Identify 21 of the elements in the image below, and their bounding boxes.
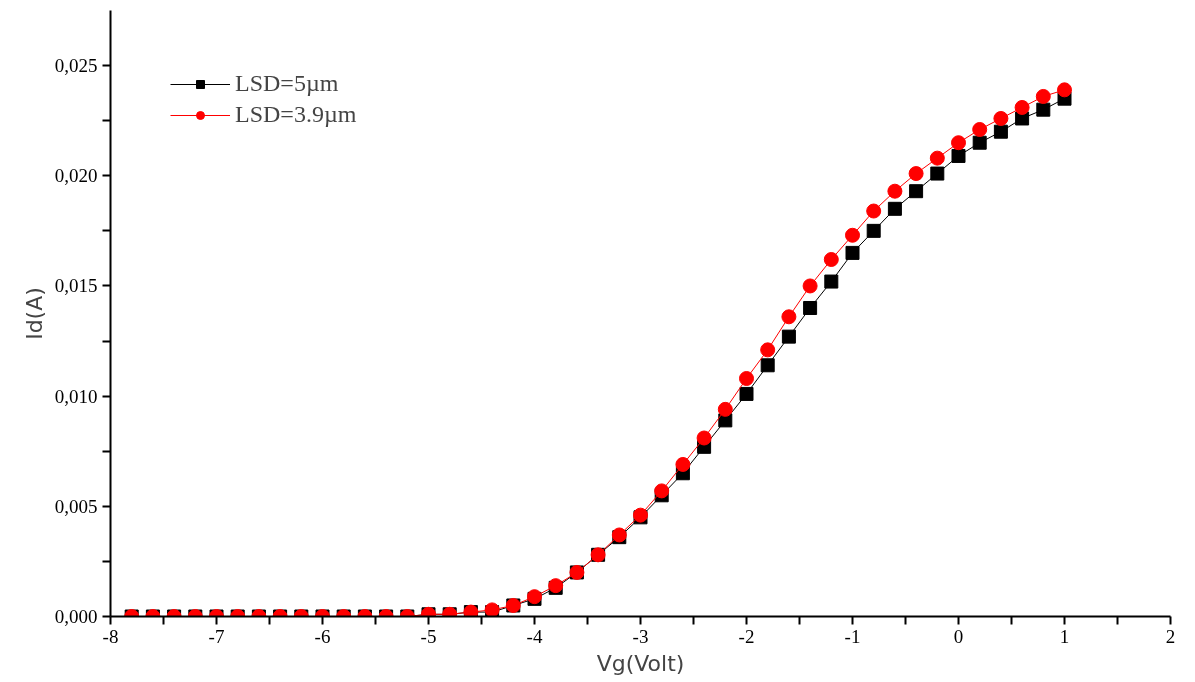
legend-label: LSD=5µm bbox=[235, 70, 339, 97]
x-tick-label: -1 bbox=[844, 625, 861, 647]
y-tick-label: 0,025 bbox=[54, 55, 98, 77]
legend-label: LSD=3.9µm bbox=[235, 101, 357, 128]
y-tick-label: 0,015 bbox=[54, 275, 98, 297]
y-tick-label: 0,010 bbox=[54, 385, 98, 407]
x-tick-label: 2 bbox=[1165, 625, 1176, 647]
x-tick-label: -5 bbox=[420, 625, 437, 647]
x-tick-label: -4 bbox=[526, 625, 543, 647]
x-tick-label: -7 bbox=[208, 625, 225, 647]
x-tick-label: 1 bbox=[1059, 625, 1070, 647]
y-tick-label: 0,020 bbox=[54, 165, 98, 187]
y-tick-label: 0,005 bbox=[54, 495, 98, 517]
x-tick-label: -8 bbox=[102, 625, 119, 647]
x-tick-label: -2 bbox=[738, 625, 755, 647]
x-tick-label: -6 bbox=[314, 625, 331, 647]
x-axis-title: Vg(Volt) bbox=[596, 650, 685, 676]
y-tick-label: 0,000 bbox=[54, 606, 98, 627]
x-tick-label: 0 bbox=[953, 625, 964, 647]
y-axis-title: Id(A) bbox=[21, 287, 47, 340]
x-tick-label: -3 bbox=[632, 625, 649, 647]
